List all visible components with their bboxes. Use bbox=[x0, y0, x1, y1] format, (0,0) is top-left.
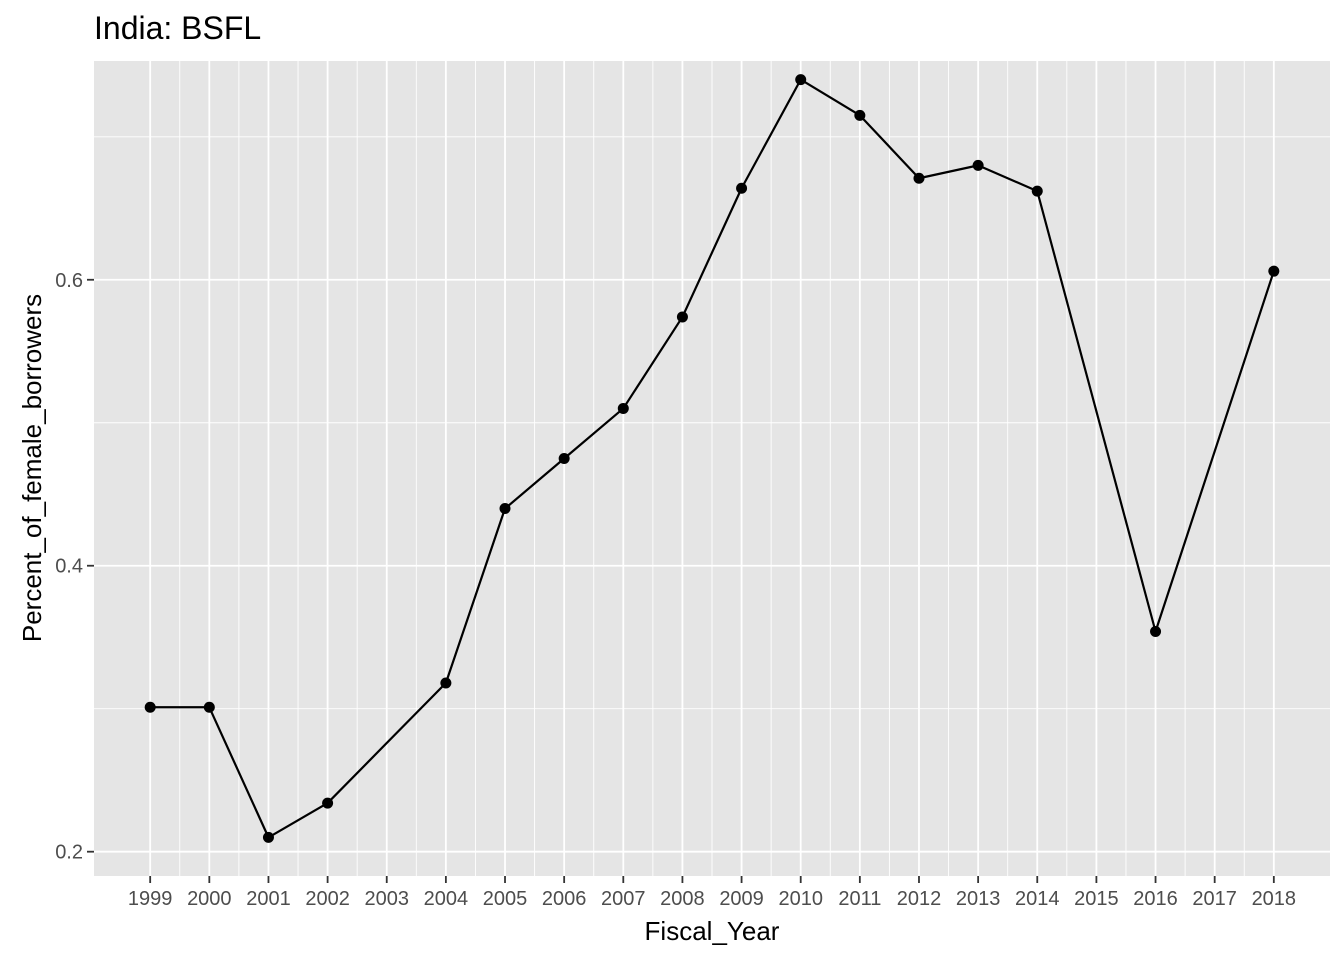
y-axis: 0.2 0.4 0.6 bbox=[55, 270, 94, 864]
y-tick-label: 0.4 bbox=[55, 556, 83, 578]
x-tick-label: 2007 bbox=[601, 888, 646, 910]
data-point bbox=[676, 311, 688, 323]
x-tick-label: 2017 bbox=[1192, 888, 1237, 910]
x-tick-label: 1999 bbox=[128, 888, 173, 910]
data-point bbox=[262, 831, 274, 843]
x-tick-label: 2018 bbox=[1252, 888, 1297, 910]
x-axis-title: Fiscal_Year bbox=[645, 916, 780, 946]
data-point bbox=[440, 677, 452, 689]
data-points bbox=[144, 74, 1280, 843]
data-point bbox=[1031, 185, 1043, 197]
x-tick-label: 2009 bbox=[719, 888, 764, 910]
data-point bbox=[144, 701, 156, 713]
x-tick-label: 2015 bbox=[1074, 888, 1119, 910]
x-tick-label: 2003 bbox=[364, 888, 409, 910]
data-point bbox=[972, 159, 984, 171]
x-tick-label: 2008 bbox=[660, 888, 705, 910]
x-tick-label: 2002 bbox=[305, 888, 350, 910]
data-point bbox=[322, 797, 334, 809]
data-point bbox=[499, 503, 511, 515]
y-axis-title: Percent_of_female_borrowers bbox=[17, 294, 47, 642]
chart-title: India: BSFL bbox=[94, 10, 261, 46]
y-tick-label: 0.2 bbox=[55, 842, 83, 864]
y-tick-label: 0.6 bbox=[55, 270, 83, 292]
x-tick-label: 2010 bbox=[778, 888, 823, 910]
x-axis: 1999 2000 2001 2002 2003 2004 2005 2006 2007 2008… bbox=[128, 876, 1296, 910]
x-tick-label: 2012 bbox=[897, 888, 942, 910]
data-point bbox=[854, 109, 866, 121]
data-point bbox=[913, 172, 925, 184]
x-tick-label: 2006 bbox=[542, 888, 587, 910]
data-point bbox=[558, 452, 570, 464]
x-tick-label: 2004 bbox=[424, 888, 469, 910]
data-point bbox=[736, 182, 748, 194]
data-point bbox=[1150, 626, 1162, 637]
x-tick-label: 2013 bbox=[956, 888, 1001, 910]
data-point bbox=[203, 701, 215, 713]
major-gridlines bbox=[94, 61, 1330, 876]
x-tick-label: 2011 bbox=[838, 888, 881, 910]
data-point bbox=[1268, 265, 1280, 277]
data-point bbox=[617, 402, 629, 414]
x-tick-label: 2016 bbox=[1133, 888, 1178, 910]
minor-gridlines bbox=[94, 61, 1330, 876]
x-tick-label: 2001 bbox=[246, 888, 291, 910]
data-point bbox=[795, 74, 807, 86]
x-tick-label: 2000 bbox=[187, 888, 232, 910]
x-tick-label: 2005 bbox=[483, 888, 528, 910]
x-tick-label: 2014 bbox=[1015, 888, 1060, 910]
